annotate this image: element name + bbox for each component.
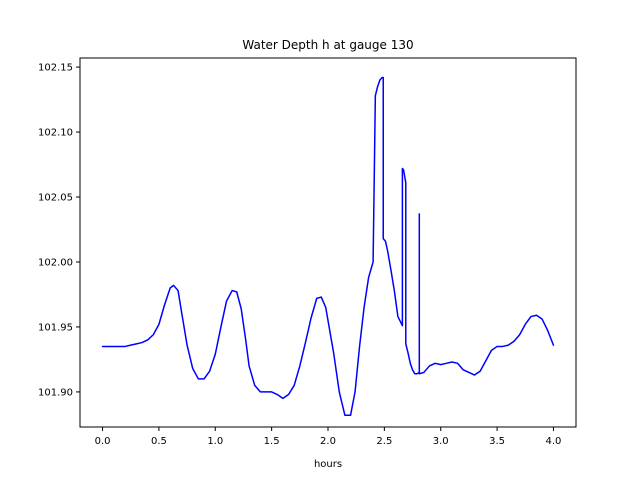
x-axis-label: hours [314,459,342,470]
y-tick-label: 101.95 [38,322,73,333]
y-tick-label: 102.05 [38,193,73,204]
x-tick-label: 2.5 [376,436,392,447]
x-axis: 0.0 0.5 1.0 1.5 2.0 2.5 3.0 3.5 4.0 [95,427,562,447]
x-tick-label: 3.0 [433,436,449,447]
y-tick-label: 102.10 [38,128,73,139]
chart-title: Water Depth h at gauge 130 [242,38,413,52]
series-line-0 [101,76,555,417]
y-axis: 101.90 101.95 102.00 102.05 102.10 102.15 [38,63,80,398]
x-tick-label: 3.5 [489,436,505,447]
x-tick-label: 1.0 [207,436,223,447]
x-tick-label: 0.0 [95,436,111,447]
y-tick-label: 102.00 [38,257,73,268]
y-tick-label: 101.90 [38,387,73,398]
y-tick-label: 102.15 [38,63,73,74]
x-tick-label: 0.5 [151,436,167,447]
x-tick-label: 4.0 [546,436,562,447]
series-layer [101,76,555,417]
x-tick-label: 2.0 [320,436,336,447]
x-tick-label: 1.5 [264,436,280,447]
